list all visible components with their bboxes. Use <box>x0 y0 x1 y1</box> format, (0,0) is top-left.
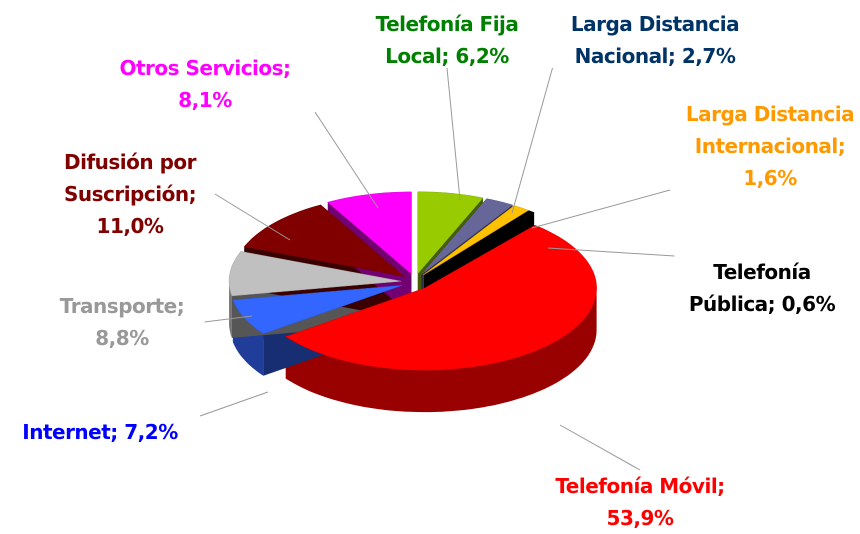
category-name: Internet; <box>22 420 118 444</box>
slice <box>232 285 403 335</box>
value-label: 53,9% <box>606 506 674 530</box>
slice-label: Transporte; 8,8% <box>40 290 205 354</box>
value-label: 8,1% <box>178 88 232 112</box>
leader-line <box>547 247 675 257</box>
slice-tops <box>228 191 597 371</box>
value-label: 7,2% <box>124 420 178 444</box>
leader-line <box>511 67 553 214</box>
category-name: Larga Distancia Internacional; <box>685 102 855 158</box>
leader-line <box>559 424 641 471</box>
leader-line <box>446 67 461 201</box>
value-label: 0,6% <box>781 292 836 316</box>
slice-side <box>229 281 232 338</box>
category-name: Telefonía Fija Local; <box>375 12 519 68</box>
slice-label: Difusión por Suscripción; 11,0% <box>45 146 215 242</box>
leader-line <box>204 315 253 323</box>
slice <box>285 224 597 371</box>
category-name: Telefonía Pública; <box>688 260 811 316</box>
value-label: 2,7% <box>681 44 736 68</box>
category-name: Larga Distancia Nacional; <box>570 12 740 68</box>
leader-line <box>314 111 379 209</box>
slice <box>422 205 529 276</box>
category-name: Difusión por Suscripción; <box>63 150 197 206</box>
slice <box>417 191 484 275</box>
value-label: 6,2% <box>455 44 509 68</box>
category-name: Telefonía Móvil; <box>555 474 725 498</box>
slice-label: Internet; 7,2% <box>0 416 200 448</box>
slice-label: Telefonía Fija Local; 6,2% <box>352 8 542 72</box>
category-name: Transporte; <box>59 294 185 318</box>
slice <box>228 251 402 297</box>
slice-label: Larga Distancia Nacional; 2,7% <box>553 8 758 72</box>
category-name: Otros Servicios; <box>119 56 291 80</box>
leader-line <box>214 193 291 241</box>
slice-label: Otros Servicios; 8,1% <box>95 52 315 116</box>
slice <box>421 198 514 275</box>
slice-side <box>285 288 597 413</box>
value-label: 8,8% <box>95 326 149 350</box>
value-label: 1,6% <box>743 166 797 190</box>
slice <box>327 191 412 275</box>
value-label: 11,0% <box>96 214 164 238</box>
slice <box>423 210 535 276</box>
slice-label: Telefonía Móvil; 53,9% <box>530 470 750 534</box>
slice-label: Larga Distancia Internacional; 1,6% <box>670 98 860 194</box>
leader-lines <box>199 67 675 471</box>
slice-label: Telefonía Pública; 0,6% <box>675 256 850 320</box>
slice <box>243 204 406 277</box>
leader-line <box>531 189 671 229</box>
leader-line <box>199 391 269 417</box>
